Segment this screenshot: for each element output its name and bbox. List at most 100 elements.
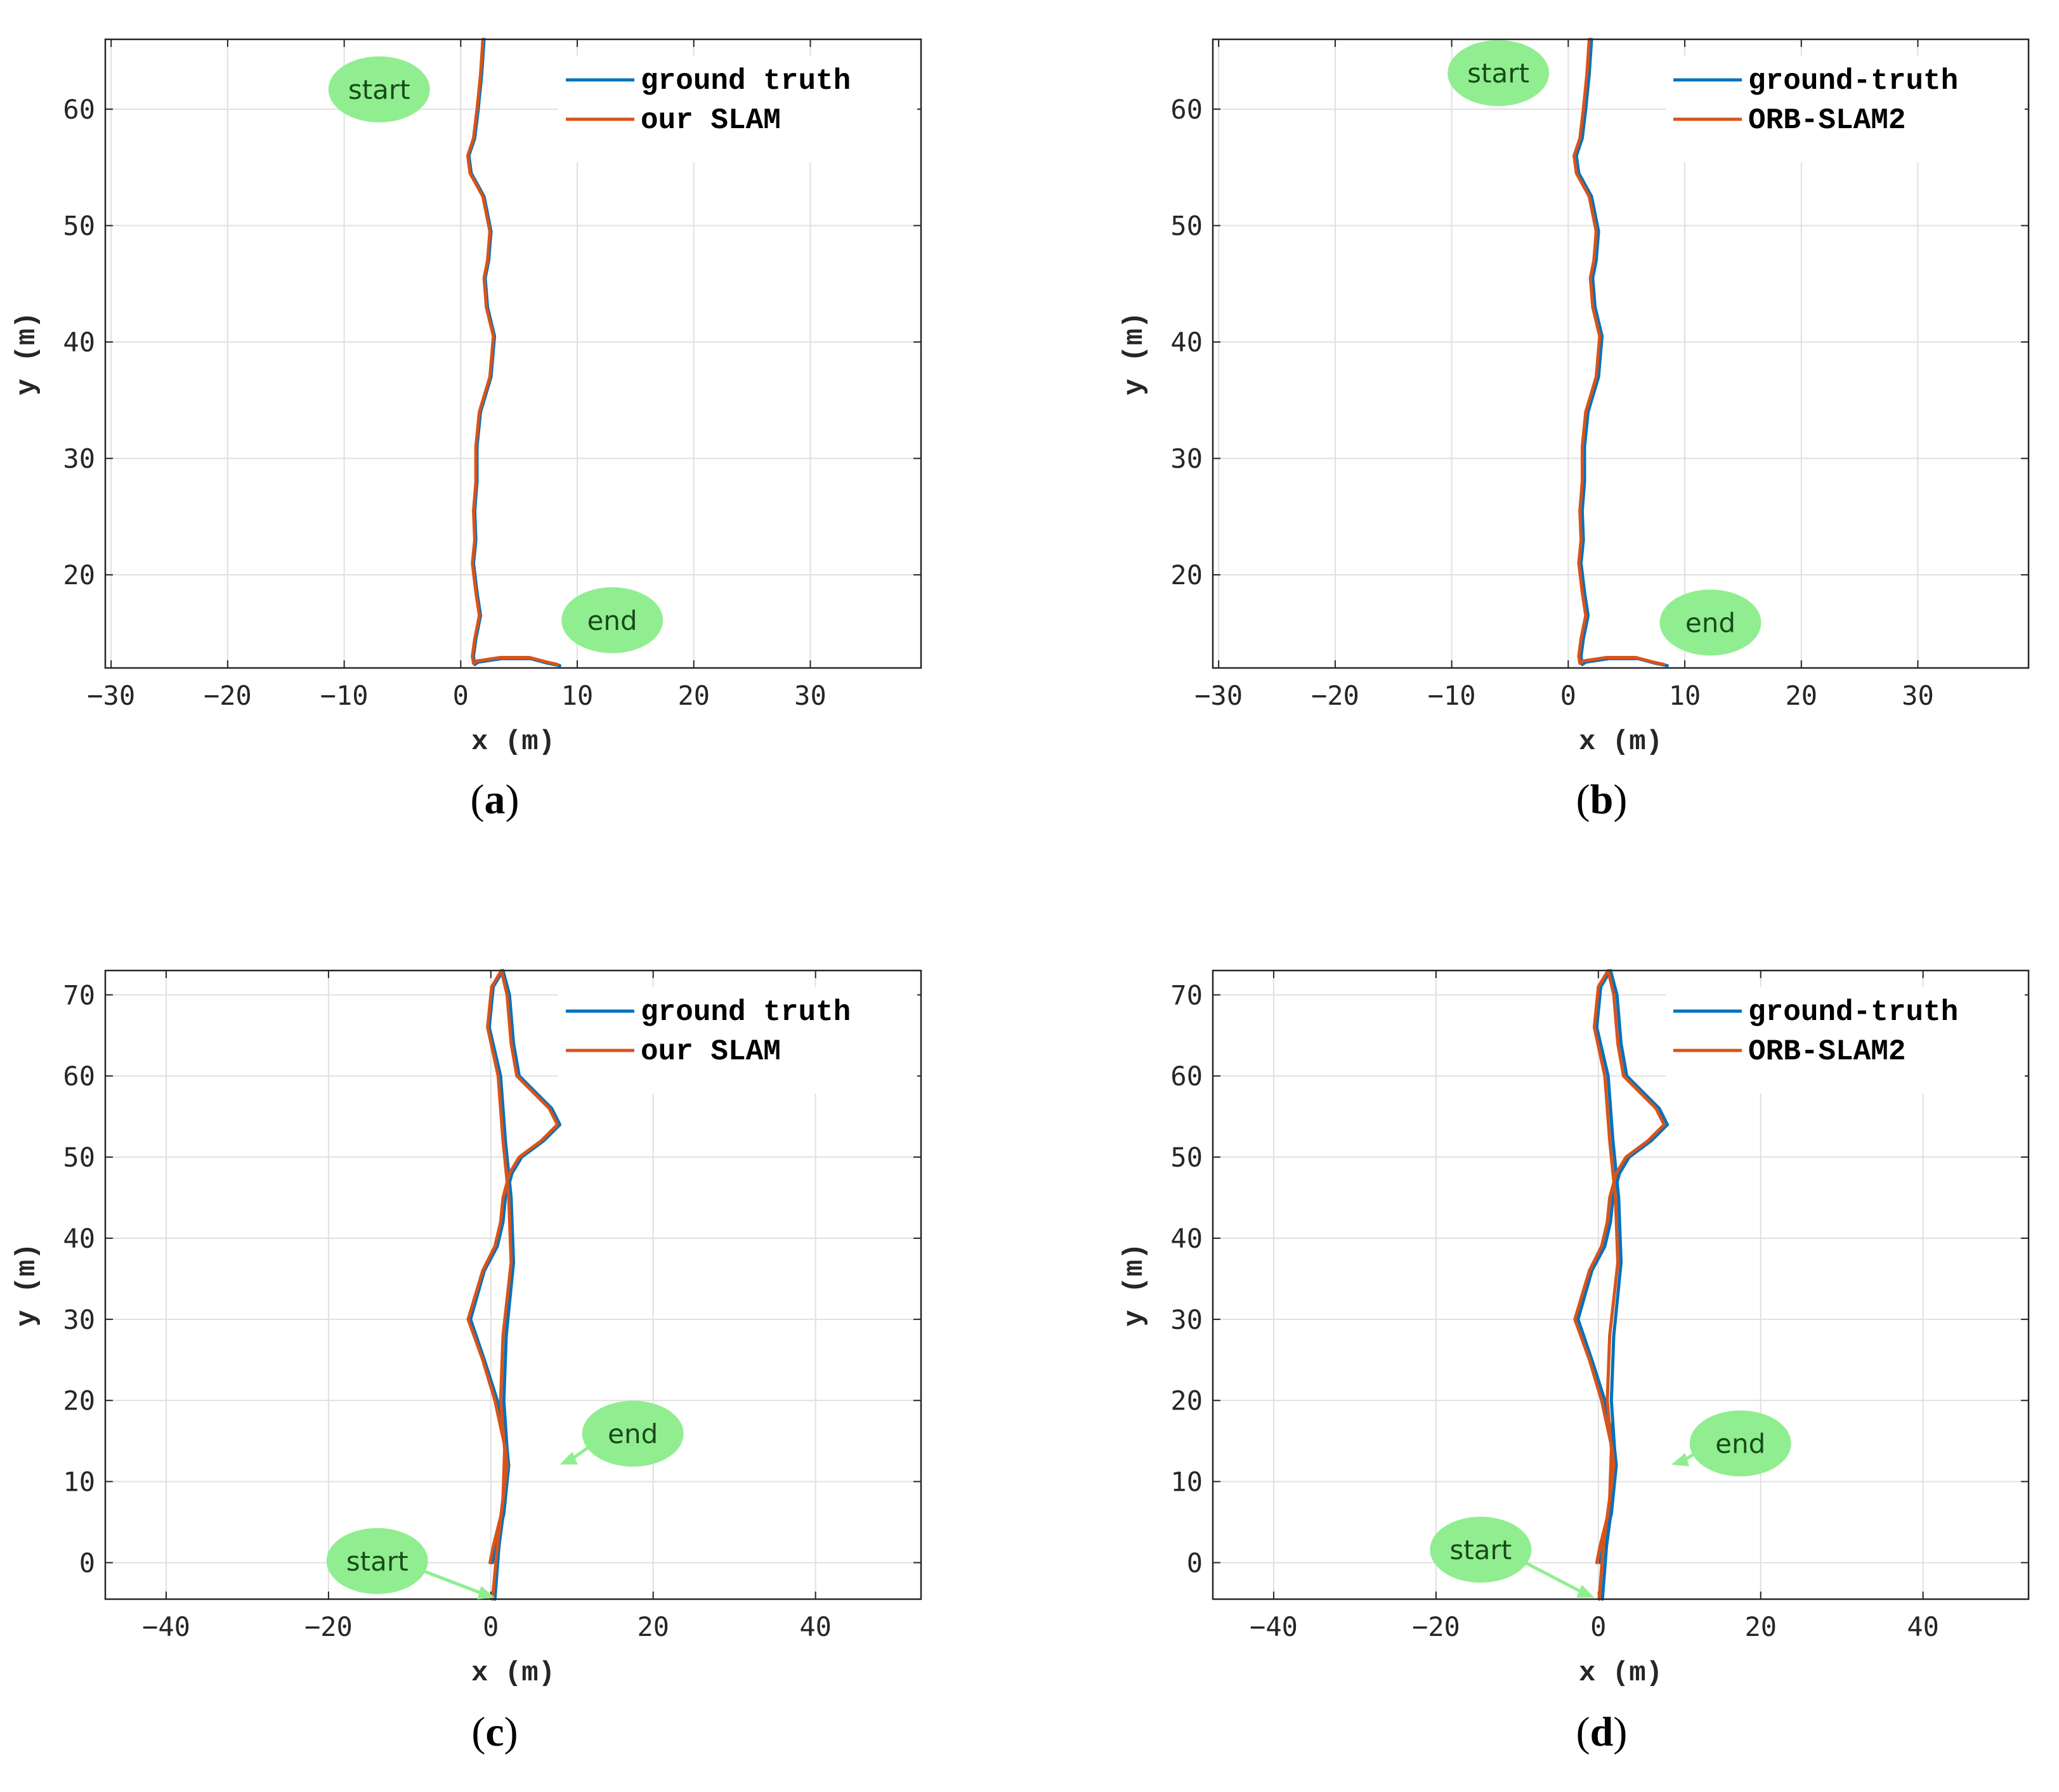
y-tick-label: 70 (63, 979, 95, 1010)
y-tick-label: 50 (1170, 1142, 1203, 1173)
y-tick-label: 20 (63, 559, 95, 591)
x-tick-label: −20 (1412, 1611, 1460, 1642)
y-tick-label: 30 (63, 1304, 95, 1335)
y-tick-label: 50 (1170, 211, 1203, 242)
y-axis-label: y (m) (1119, 1243, 1151, 1326)
annotation-ellipse (1689, 1410, 1791, 1477)
subfigure-caption: (d) (1576, 1709, 1628, 1755)
x-tick-label: −40 (142, 1611, 190, 1642)
annotation-label: end (1715, 1428, 1765, 1459)
x-tick-label: 0 (453, 680, 469, 711)
y-tick-label: 40 (1170, 327, 1203, 358)
x-tick-label: −20 (304, 1611, 353, 1642)
legend: ground-truth ORB-SLAM2 (1666, 987, 2025, 1094)
x-tick-label: 40 (799, 1611, 832, 1642)
y-tick-label: 30 (63, 443, 95, 474)
y-axis-label: y (m) (11, 1243, 43, 1326)
y-tick-label: 20 (63, 1385, 95, 1416)
y-tick-label: 20 (1170, 559, 1203, 591)
legend-box (1666, 56, 2025, 162)
series-line-1 (1572, 37, 1666, 666)
axes-frame (1212, 969, 2030, 1600)
y-tick-label: 0 (79, 1547, 95, 1578)
y-tick-label: 40 (63, 1223, 95, 1254)
annotation-ellipse (328, 56, 430, 122)
y-tick-label: 60 (63, 1061, 95, 1092)
x-tick-label: −30 (1194, 680, 1243, 711)
series-line-0 (469, 969, 562, 1601)
x-tick-label: −30 (87, 680, 135, 711)
y-tick-label: 60 (1170, 94, 1203, 125)
subplot-b: −30 −20 −10 0 10 20 30 20 30 40 50 60 x (m) y (m) grou… (1119, 37, 2030, 823)
subplot-a: −30 −20 −10 0 10 20 30 20 30 40 50 60 x (m) y (m) grou… (11, 37, 922, 823)
series-line-1 (466, 969, 559, 1601)
annotation-label: start (1449, 1534, 1512, 1566)
legend: ground truth our SLAM (558, 56, 917, 162)
x-tick-label: 10 (1669, 680, 1701, 711)
annotation-arrowhead (477, 1586, 495, 1600)
x-tick-label: 0 (1560, 680, 1576, 711)
y-axis-label: y (m) (1119, 311, 1151, 395)
subfigure-caption-letter: c (485, 1709, 504, 1755)
legend-box (1666, 987, 2025, 1094)
x-tick-label: −40 (1250, 1611, 1298, 1642)
series-line-1 (466, 37, 559, 666)
subfigure-caption-letter: b (1590, 776, 1614, 823)
annotation-label: end (1685, 607, 1735, 638)
x-axis-label: x (m) (1579, 1658, 1663, 1689)
x-tick-label: 20 (1785, 680, 1817, 711)
x-tick-label: 20 (637, 1611, 669, 1642)
y-tick-label: 10 (63, 1467, 95, 1498)
y-tick-label: 60 (63, 94, 95, 125)
annotation-ellipse (326, 1527, 428, 1594)
y-tick-label: 40 (1170, 1223, 1203, 1254)
subfigure-caption-letter: a (485, 776, 506, 823)
annotation-ellipse (1659, 589, 1762, 656)
x-axis-label: x (m) (471, 726, 555, 758)
y-tick-label: 50 (63, 211, 95, 242)
annotation-ellipse (1448, 40, 1550, 107)
y-tick-label: 30 (1170, 1304, 1203, 1335)
x-tick-label: 0 (1590, 1611, 1606, 1642)
legend-label-1: ORB-SLAM2 (1748, 1035, 1905, 1068)
x-tick-label: −10 (320, 680, 369, 711)
subfigure-caption: (a) (471, 776, 520, 823)
x-tick-label: 30 (1902, 680, 1934, 711)
subplot-d: −40 −20 0 20 40 0 10 20 30 40 50 60 70 x (m) y (m) grou… (1119, 969, 2030, 1755)
legend-box (558, 987, 917, 1094)
x-axis-label: x (m) (471, 1658, 555, 1689)
y-tick-label: 50 (63, 1142, 95, 1173)
x-tick-label: −20 (1311, 680, 1359, 711)
legend-label-0: ground-truth (1748, 65, 1958, 98)
annotation-ellipse (582, 1401, 684, 1467)
annotation-label: start (346, 1546, 409, 1577)
x-tick-label: −10 (1428, 680, 1476, 711)
series-line-0 (1576, 969, 1670, 1601)
x-tick-label: 0 (483, 1611, 499, 1642)
y-tick-label: 20 (1170, 1385, 1203, 1416)
annotation-label: end (587, 605, 637, 636)
annotation-ellipse (561, 587, 663, 653)
subfigure-caption-letter: d (1590, 1709, 1614, 1755)
y-tick-label: 0 (1187, 1547, 1203, 1578)
y-tick-label: 60 (1170, 1061, 1203, 1092)
annotation-label: start (1467, 58, 1529, 89)
x-tick-label: 20 (1744, 1611, 1777, 1642)
annotation-arrowhead (1671, 1453, 1690, 1467)
axes-frame (104, 38, 922, 669)
annotation-arrowhead (1576, 1585, 1595, 1598)
annotation-arrow (419, 1567, 485, 1596)
x-axis-label: x (m) (1579, 726, 1663, 758)
legend-label-1: our SLAM (641, 1035, 781, 1068)
legend-label-0: ground-truth (1748, 996, 1958, 1029)
x-tick-label: 40 (1907, 1611, 1939, 1642)
axes-frame (1212, 38, 2030, 669)
series-line-0 (1574, 37, 1669, 667)
subplot-c: −40 −20 0 20 40 0 10 20 30 40 50 60 70 x (m) y (m) grou… (11, 969, 922, 1755)
legend-label-0: ground truth (641, 996, 851, 1029)
legend-label-0: ground truth (641, 65, 851, 98)
annotation-label: end (608, 1418, 658, 1449)
y-tick-label: 70 (1170, 979, 1203, 1010)
legend-label-1: our SLAM (641, 104, 781, 137)
